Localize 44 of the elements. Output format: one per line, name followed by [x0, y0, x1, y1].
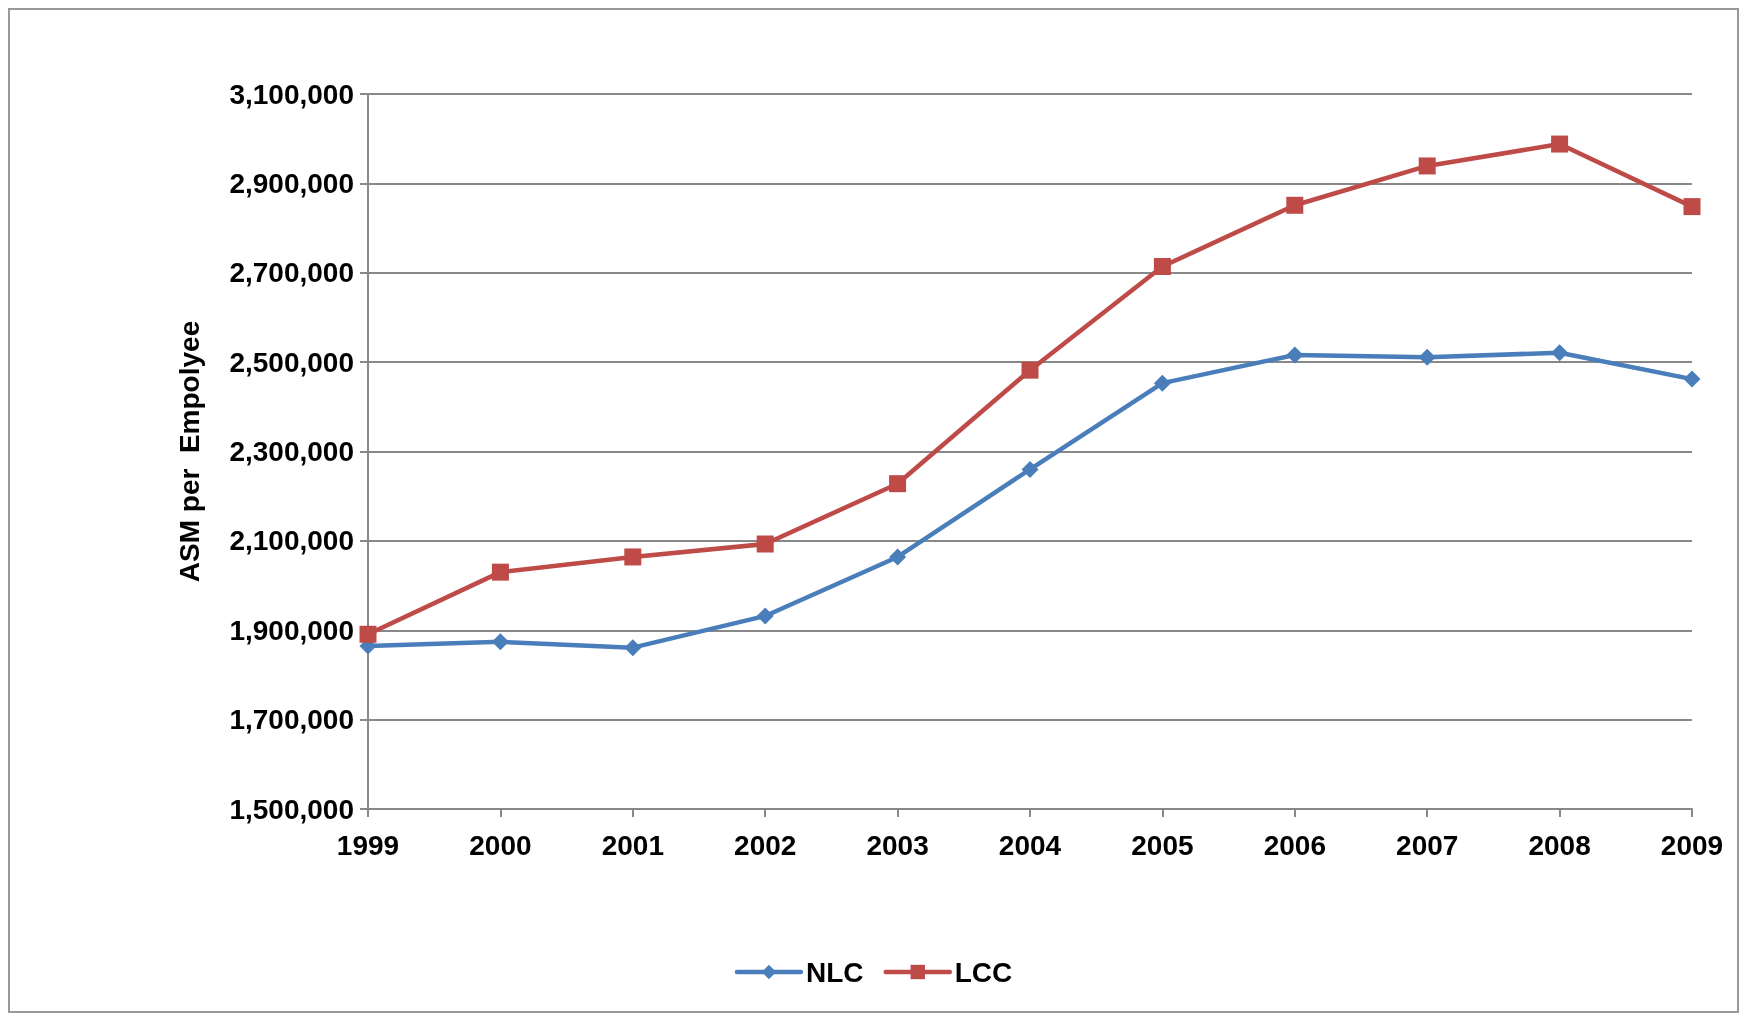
- point: [1418, 157, 1436, 175]
- x-tick-label: 2006: [1263, 829, 1326, 861]
- point: [889, 548, 907, 566]
- point: [756, 535, 774, 553]
- x-tick-label: 2001: [601, 829, 664, 861]
- x-tick-label: 1999: [336, 829, 400, 861]
- point: [1286, 346, 1304, 364]
- y-tick-label: 1,500,000: [229, 793, 354, 825]
- point: [359, 625, 377, 643]
- x-tick-label: 2005: [1131, 829, 1194, 861]
- x-tick-label: 2009: [1660, 829, 1724, 861]
- point: [889, 475, 907, 493]
- point: [491, 633, 509, 651]
- legend-label: NLC: [805, 956, 864, 988]
- point: [1683, 370, 1701, 388]
- legend-label: LCC: [954, 956, 1013, 988]
- y-tick-label: 2,500,000: [229, 346, 354, 378]
- point: [491, 563, 509, 581]
- y-tick-label: 2,300,000: [229, 436, 354, 467]
- point: [756, 607, 774, 625]
- y-tick-label: 2,700,000: [229, 257, 354, 289]
- x-tick-label: 2007: [1396, 829, 1459, 861]
- y-tick-label: 1,700,000: [229, 704, 354, 736]
- point: [1286, 196, 1304, 214]
- point: [1683, 198, 1701, 216]
- x-tick-label: 2008: [1528, 829, 1591, 861]
- point: [1153, 257, 1171, 275]
- x-tick-label: 2003: [866, 829, 929, 861]
- x-tick-label: 2004: [998, 829, 1062, 861]
- y-tick-label: 2,100,000: [229, 525, 354, 557]
- point: [1418, 348, 1436, 366]
- y-axis-title: ASM per Empolyee: [173, 320, 205, 583]
- point: [1021, 361, 1039, 379]
- x-tick-label: 2002: [734, 829, 797, 861]
- point: [624, 548, 642, 566]
- point: [624, 639, 642, 657]
- point: [1551, 344, 1569, 362]
- point: [1551, 135, 1569, 153]
- y-tick-label: 2,900,000: [229, 167, 354, 199]
- point: [1153, 374, 1171, 392]
- point: [1021, 460, 1039, 478]
- x-tick-label: 2000: [469, 829, 532, 861]
- y-tick-label: 3,100,000: [229, 78, 354, 110]
- y-tick-label: 1,900,000: [229, 614, 354, 646]
